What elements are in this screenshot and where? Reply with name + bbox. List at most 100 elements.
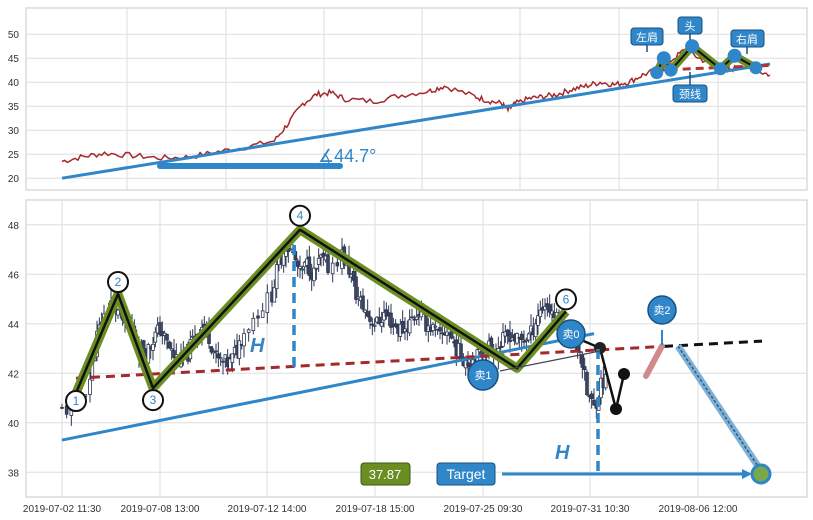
zigzag-point-circle xyxy=(65,390,87,413)
candle-down xyxy=(172,350,176,358)
candle-down xyxy=(508,332,512,343)
svg-text:卖0: 卖0 xyxy=(562,328,579,341)
top-y-tick-label: 30 xyxy=(8,126,20,137)
left-shoulder-tag: 左肩 xyxy=(630,27,664,52)
candle-up xyxy=(379,322,384,327)
candle-up xyxy=(414,316,419,320)
candle-up xyxy=(223,354,228,360)
candle-up xyxy=(524,339,529,342)
candle-up xyxy=(116,309,120,316)
projection-line xyxy=(677,345,763,473)
sell1-marker: 卖1 xyxy=(467,359,499,391)
target-value-box: 37.87 xyxy=(360,462,411,486)
candle-up xyxy=(88,378,92,395)
support-line xyxy=(61,332,595,442)
candle-up xyxy=(242,333,246,347)
bottom-x-tick-label: 2019-07-12 14:00 xyxy=(228,504,307,515)
candle-down xyxy=(335,262,340,267)
candle-up xyxy=(433,325,438,328)
candle-up xyxy=(272,287,277,303)
svg-text:卖2: 卖2 xyxy=(653,304,670,317)
candle-down xyxy=(351,270,356,281)
candle-down xyxy=(519,333,524,340)
candle-up xyxy=(312,267,316,282)
candle-up xyxy=(169,348,174,351)
candle-up xyxy=(251,317,256,332)
bottom-x-tick-label: 2019-07-08 13:00 xyxy=(121,504,200,515)
candle-up xyxy=(314,267,319,270)
candle-down xyxy=(326,254,330,273)
candle-up xyxy=(372,324,377,327)
candle-up xyxy=(538,309,543,318)
svg-text:左肩: 左肩 xyxy=(636,30,658,44)
candle-down xyxy=(370,323,375,326)
hs-pattern-dot xyxy=(727,48,742,63)
head-tag: 头 xyxy=(677,16,703,40)
candle-down xyxy=(209,346,214,353)
trend-line xyxy=(61,62,771,180)
candle-down xyxy=(589,393,594,399)
candle-down xyxy=(167,341,172,349)
candle-down xyxy=(585,371,589,396)
zigzag-point-circle xyxy=(289,204,311,227)
bottom-x-tick-label: 2019-07-18 15:00 xyxy=(336,504,415,515)
target-label: Target xyxy=(447,466,486,482)
top-y-tick-label: 50 xyxy=(8,30,20,41)
candle-down xyxy=(295,260,300,267)
candle-up xyxy=(288,248,293,251)
candle-down xyxy=(221,360,225,363)
zigzag-point-label: 6 xyxy=(563,292,570,306)
candle-up xyxy=(151,343,155,351)
candle-down xyxy=(60,406,64,409)
retest-move xyxy=(643,343,665,379)
bottom-x-axis: 2019-07-02 11:30 2019-07-08 13:00 2019-07-… xyxy=(23,504,738,515)
candle-up xyxy=(153,331,158,343)
candle-down xyxy=(256,315,260,319)
bottom-y-tick-label: 38 xyxy=(8,468,20,479)
target-point xyxy=(750,463,772,485)
bottom-x-tick-label: 2019-08-06 12:00 xyxy=(659,504,738,515)
candle-up xyxy=(230,353,235,363)
candle-up xyxy=(265,292,270,314)
height-label-1: H xyxy=(250,335,265,357)
bottom-y-axis: 38 40 42 44 46 48 xyxy=(8,221,20,480)
top-y-tick-label: 40 xyxy=(8,78,20,89)
top-y-axis: 20 25 30 35 40 45 50 xyxy=(8,30,20,185)
candle-down xyxy=(393,323,398,327)
candle-down xyxy=(592,399,596,406)
bottom-y-tick-label: 46 xyxy=(8,270,20,281)
sell1-connector xyxy=(499,350,601,372)
candle-down xyxy=(354,276,358,300)
zigzag-point-circle xyxy=(142,389,164,412)
hs-pattern-dot xyxy=(664,63,678,77)
top-y-tick-label: 35 xyxy=(8,102,20,113)
zigzag-point-label: 4 xyxy=(297,209,304,223)
bottom-x-tick-label: 2019-07-25 09:30 xyxy=(444,504,523,515)
low-dot xyxy=(610,403,622,415)
candle-up xyxy=(407,319,412,334)
bottom-y-tick-label: 40 xyxy=(8,419,20,430)
zigzag-point-circle xyxy=(555,288,577,311)
svg-text:右肩: 右肩 xyxy=(736,32,758,46)
bottom-x-tick-label: 2019-07-02 11:30 xyxy=(23,504,102,515)
candle-up xyxy=(298,265,302,269)
candle-down xyxy=(214,350,218,353)
candle-up xyxy=(526,333,531,341)
candle-down xyxy=(165,334,169,341)
candle-up xyxy=(218,357,223,360)
candle-down xyxy=(522,340,526,343)
bottom-neckline xyxy=(75,344,665,380)
candle-down xyxy=(361,295,365,310)
top-y-tick-label: 45 xyxy=(8,54,20,65)
zigzag-line xyxy=(74,228,567,394)
top-panel: 20 25 30 35 40 45 50 ∡44.7° 左肩 头 右肩 颈线 xyxy=(8,7,808,191)
svg-text:卖1: 卖1 xyxy=(474,369,491,382)
candle-down xyxy=(158,322,162,335)
bottom-y-tick-label: 42 xyxy=(8,369,20,380)
hs-pattern-dot xyxy=(713,62,727,76)
candle-down xyxy=(307,256,312,276)
candle-down xyxy=(582,366,587,371)
candle-up xyxy=(330,262,335,275)
candle-up xyxy=(237,340,242,359)
candle-down xyxy=(365,311,370,317)
